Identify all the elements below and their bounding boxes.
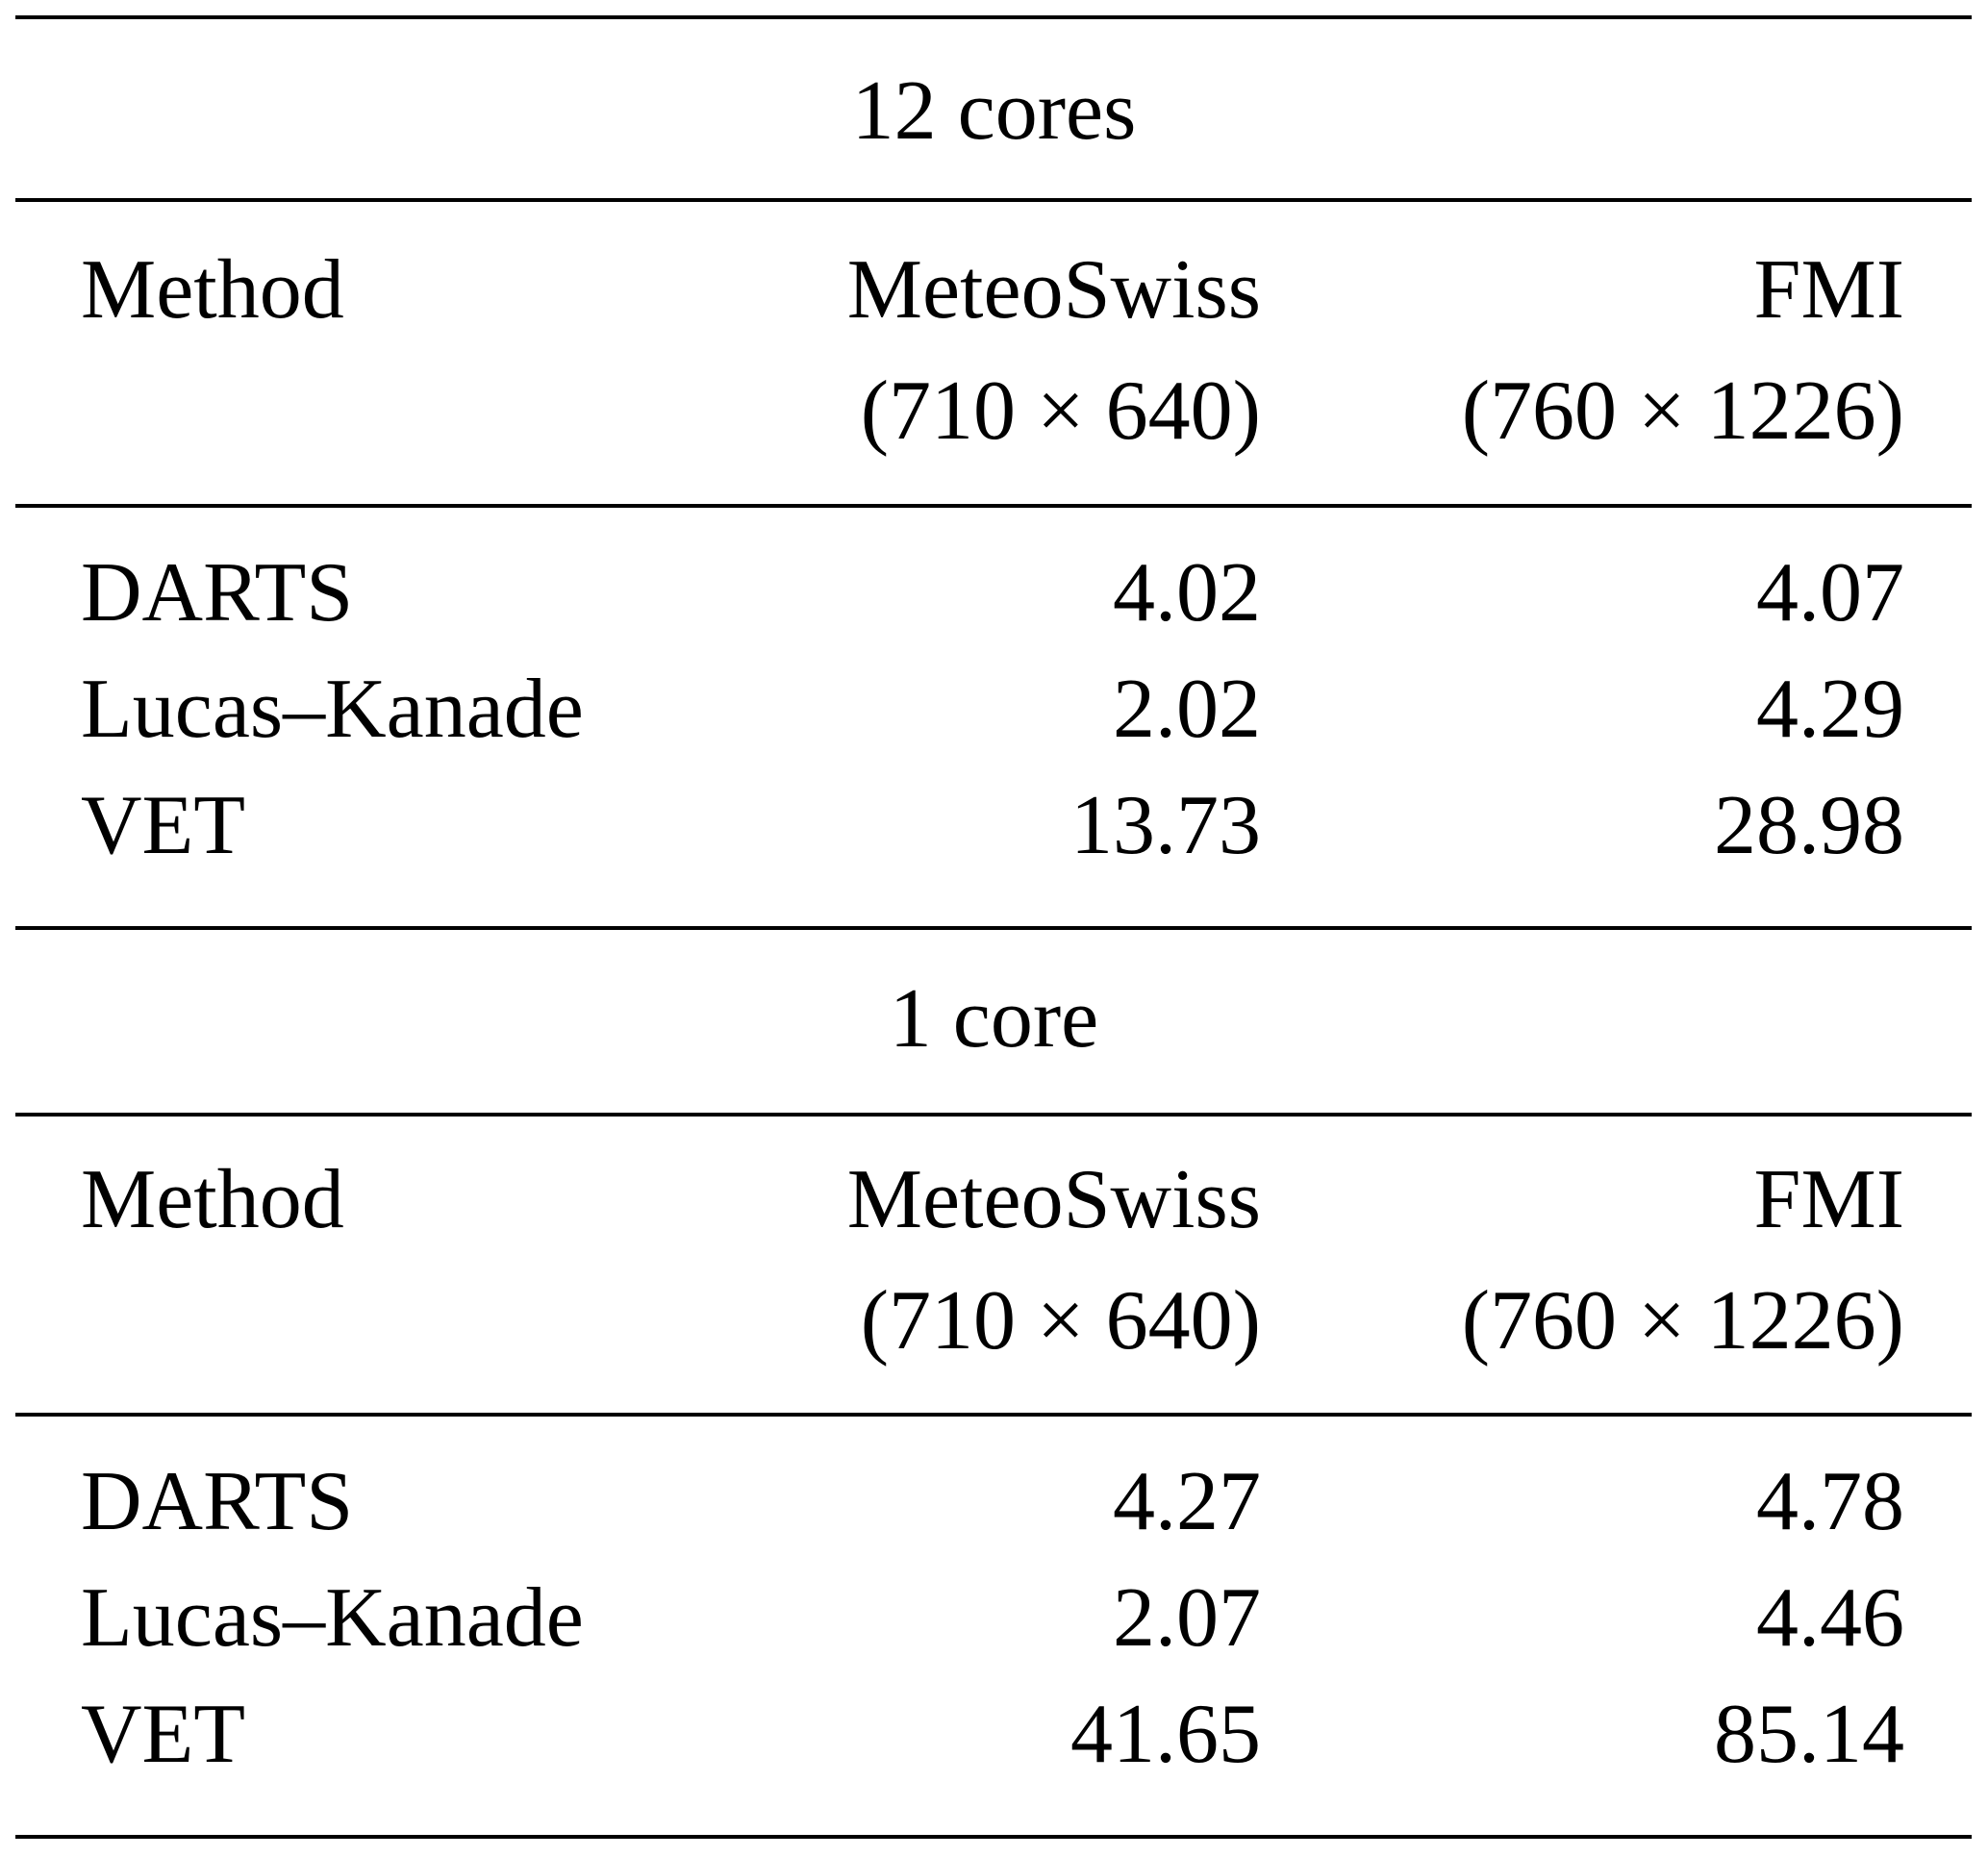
row-method: VET	[81, 779, 246, 872]
header-meteoswiss-size: (710 × 640)	[860, 1274, 1261, 1368]
row-fmi-value: 85.14	[1714, 1688, 1904, 1781]
top-rule	[15, 15, 1972, 19]
section-rule	[15, 1113, 1972, 1117]
section-title: 1 core	[889, 972, 1099, 1066]
section-rule	[15, 198, 1972, 202]
header-meteoswiss: MeteoSwiss	[846, 1153, 1261, 1246]
header-method: Method	[81, 243, 344, 337]
header-fmi-size: (760 × 1226)	[1461, 1274, 1904, 1368]
row-meteoswiss-value: 2.02	[1113, 663, 1261, 756]
section-rule	[15, 926, 1972, 930]
row-method: Lucas–Kanade	[81, 1571, 584, 1665]
row-method: Lucas–Kanade	[81, 663, 584, 756]
header-rule	[15, 1413, 1972, 1417]
row-method: DARTS	[81, 546, 354, 640]
header-rule	[15, 504, 1972, 508]
row-fmi-value: 4.78	[1756, 1455, 1904, 1548]
header-fmi: FMI	[1753, 243, 1905, 337]
header-meteoswiss-size: (710 × 640)	[860, 364, 1261, 458]
row-method: VET	[81, 1688, 246, 1781]
bottom-rule	[15, 1835, 1972, 1839]
row-fmi-value: 28.98	[1714, 779, 1904, 872]
header-fmi: FMI	[1753, 1153, 1905, 1246]
header-method: Method	[81, 1153, 344, 1246]
row-meteoswiss-value: 4.27	[1113, 1455, 1261, 1548]
row-fmi-value: 4.46	[1756, 1571, 1904, 1665]
row-meteoswiss-value: 2.07	[1113, 1571, 1261, 1665]
row-meteoswiss-value: 13.73	[1070, 779, 1261, 872]
row-method: DARTS	[81, 1455, 354, 1548]
row-meteoswiss-value: 41.65	[1070, 1688, 1261, 1781]
section-title: 12 cores	[851, 64, 1137, 158]
row-meteoswiss-value: 4.02	[1113, 546, 1261, 640]
row-fmi-value: 4.07	[1756, 546, 1904, 640]
header-fmi-size: (760 × 1226)	[1461, 364, 1904, 458]
row-fmi-value: 4.29	[1756, 663, 1904, 756]
header-meteoswiss: MeteoSwiss	[846, 243, 1261, 337]
